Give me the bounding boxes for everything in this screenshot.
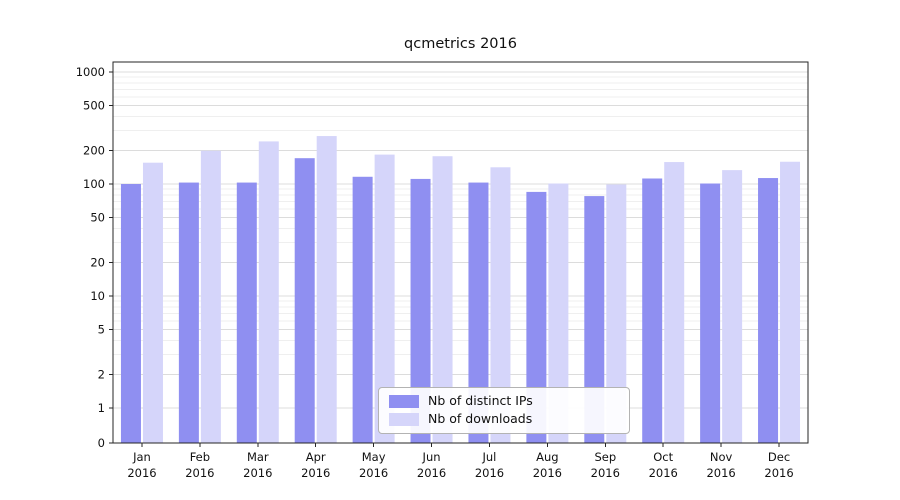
- legend-item-distinct-ips: Nb of distinct IPs: [389, 395, 619, 408]
- x-tick-label: Dec 2016: [764, 450, 793, 480]
- legend: Nb of distinct IPs Nb of downloads: [378, 387, 630, 434]
- bar-downloads-sep: [606, 184, 627, 443]
- legend-swatch-distinct-ips: [389, 395, 419, 408]
- bar-distinct-ips-aug: [526, 191, 547, 443]
- bar-distinct-ips-sep: [584, 196, 605, 443]
- y-tick-label: 20: [90, 255, 105, 269]
- axes-frame: [112, 61, 809, 444]
- x-tick-label: Nov 2016: [706, 450, 735, 480]
- bar-downloads-jun: [432, 156, 453, 443]
- x-tick-label: Mar 2016: [243, 450, 272, 480]
- y-tick-label: 1000: [76, 65, 105, 79]
- legend-label-downloads: Nb of downloads: [428, 411, 533, 427]
- x-tick-label: May 2016: [359, 450, 388, 480]
- bar-downloads-jan: [142, 162, 163, 443]
- bar-downloads-nov: [722, 170, 743, 444]
- bars: [120, 136, 801, 444]
- bar-downloads-feb: [200, 150, 221, 443]
- minor-gridlines: [113, 76, 808, 356]
- bar-distinct-ips-may: [352, 176, 373, 443]
- bar-downloads-jul: [490, 167, 511, 443]
- bar-distinct-ips-jul: [468, 182, 489, 443]
- bar-downloads-dec: [780, 161, 801, 443]
- x-tick-label: Apr 2016: [301, 450, 330, 480]
- bar-downloads-mar: [258, 141, 279, 444]
- bar-distinct-ips-feb: [178, 182, 199, 443]
- x-tick-label: Feb 2016: [185, 450, 214, 480]
- legend-item-downloads: Nb of downloads: [389, 413, 619, 426]
- bar-distinct-ips-nov: [700, 183, 721, 444]
- x-tick-label: Jul 2016: [475, 450, 504, 480]
- y-tick-label: 100: [83, 177, 105, 191]
- bar-distinct-ips-jun: [410, 178, 431, 443]
- chart-title: qcmetrics 2016: [404, 36, 517, 52]
- x-tick-label: Jun 2016: [417, 450, 446, 480]
- y-axis-ticks: 0 1 2 5 10 20 50 100 200 500 1000: [76, 65, 113, 450]
- x-tick-label: Oct 2016: [649, 450, 678, 480]
- y-tick-label: 2: [98, 367, 105, 381]
- x-axis-ticks: Jan 2016 Feb 2016 Mar 2016 Apr 2016 May 2016 Jun 20…: [127, 443, 794, 480]
- y-tick-label: 1: [98, 401, 105, 415]
- y-tick-label: 5: [98, 323, 105, 337]
- y-tick-label: 200: [83, 143, 105, 157]
- legend-label-distinct-ips: Nb of distinct IPs: [428, 393, 533, 409]
- x-tick-label: Aug 2016: [533, 450, 562, 480]
- y-tick-label: 10: [90, 289, 105, 303]
- x-tick-label: Sep 2016: [591, 450, 620, 480]
- legend-swatch-downloads: [389, 413, 419, 426]
- bar-downloads-oct: [664, 162, 685, 443]
- bar-distinct-ips-jan: [120, 184, 141, 443]
- bar-downloads-apr: [316, 136, 337, 444]
- bar-distinct-ips-dec: [758, 178, 779, 443]
- bar-downloads-aug: [548, 183, 569, 444]
- y-tick-label: 500: [83, 99, 105, 113]
- bar-downloads-may: [374, 154, 395, 444]
- bar-distinct-ips-apr: [294, 158, 315, 443]
- x-tick-label: Jan 2016: [127, 450, 156, 480]
- y-tick-label: 0: [98, 436, 105, 450]
- bar-distinct-ips-mar: [236, 182, 257, 443]
- bar-distinct-ips-oct: [642, 178, 663, 443]
- y-tick-label: 50: [90, 211, 105, 225]
